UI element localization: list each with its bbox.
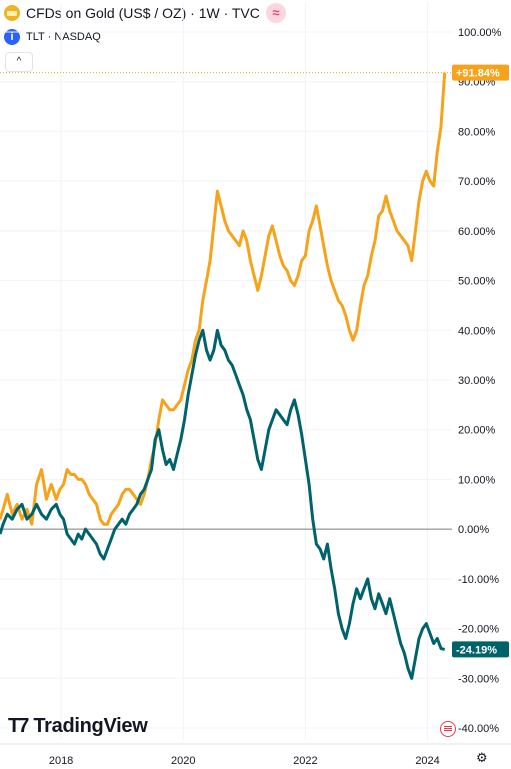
us-flag-icon[interactable] bbox=[440, 721, 456, 737]
compare-wave-icon[interactable]: ≈ bbox=[265, 3, 286, 23]
logo-text: TradingView bbox=[33, 715, 148, 737]
last-value-label: +91.84% bbox=[456, 68, 500, 80]
y-tick-label: -30.00% bbox=[458, 673, 499, 685]
x-tick-label: 2020 bbox=[171, 755, 195, 767]
tradingview-logo[interactable]: T7 TradingView bbox=[8, 715, 148, 738]
compare-symbol: TLT · NASDAQ bbox=[26, 31, 101, 43]
y-tick-label: 100.00% bbox=[458, 27, 502, 39]
info-icon[interactable]: i bbox=[4, 29, 20, 45]
y-tick-label: 10.00% bbox=[458, 474, 496, 486]
y-tick-label: 0.00% bbox=[458, 524, 489, 536]
chart-legend-compare[interactable]: i TLT · NASDAQ bbox=[4, 28, 101, 46]
series-title: CFDs on Gold (US$ / OZ) · 1W · TVC bbox=[26, 5, 260, 21]
x-tick-label: 2024 bbox=[415, 755, 439, 767]
chart-legend-main[interactable]: CFDs on Gold (US$ / OZ) · 1W · TVC ≈ bbox=[4, 3, 286, 23]
series-line-1 bbox=[0, 328, 446, 680]
x-tick-label: 2022 bbox=[293, 755, 317, 767]
x-tick-label: 2018 bbox=[49, 755, 73, 767]
y-tick-label: 60.00% bbox=[458, 226, 496, 238]
y-tick-label: -40.00% bbox=[458, 723, 499, 735]
gold-icon bbox=[4, 5, 20, 21]
series-line-0 bbox=[0, 72, 447, 526]
tv-logo-icon: T7 bbox=[8, 715, 29, 737]
y-tick-label: 30.00% bbox=[458, 375, 496, 387]
y-tick-label: -20.00% bbox=[458, 624, 499, 636]
settings-icon[interactable]: ⚙ bbox=[476, 750, 488, 765]
last-value-label: -24.19% bbox=[456, 644, 497, 656]
y-tick-label: 40.00% bbox=[458, 325, 496, 337]
y-tick-label: 50.00% bbox=[458, 276, 496, 288]
y-tick-label: 70.00% bbox=[458, 176, 496, 188]
y-tick-label: 20.00% bbox=[458, 425, 496, 437]
collapse-legend-button[interactable]: ^ bbox=[5, 52, 33, 72]
y-tick-label: -10.00% bbox=[458, 574, 499, 586]
last-value-badge bbox=[452, 641, 509, 658]
y-tick-label: 80.00% bbox=[458, 126, 496, 138]
last-value-badge bbox=[452, 64, 509, 81]
